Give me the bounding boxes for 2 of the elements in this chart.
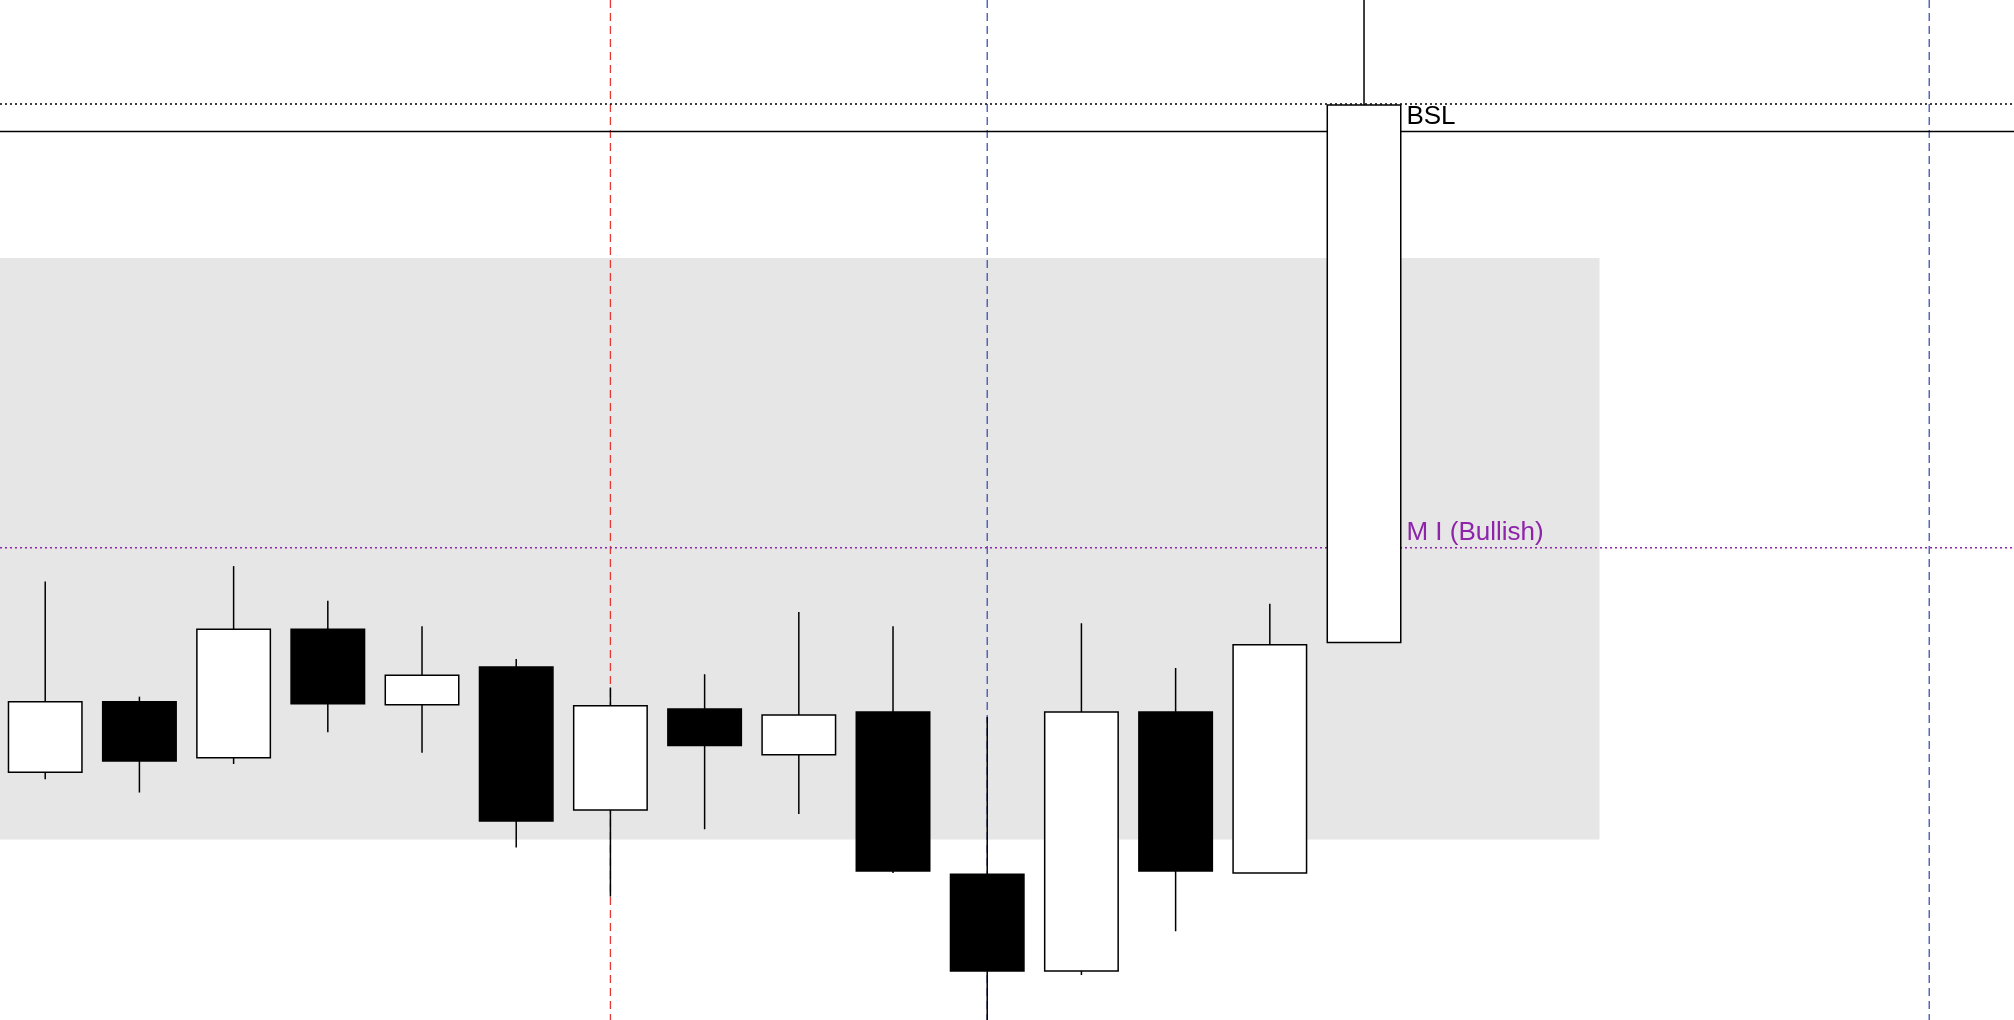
- ref-line-label: BSL: [1406, 99, 1456, 130]
- ref-line-label: M I (Bullish): [1406, 515, 1544, 546]
